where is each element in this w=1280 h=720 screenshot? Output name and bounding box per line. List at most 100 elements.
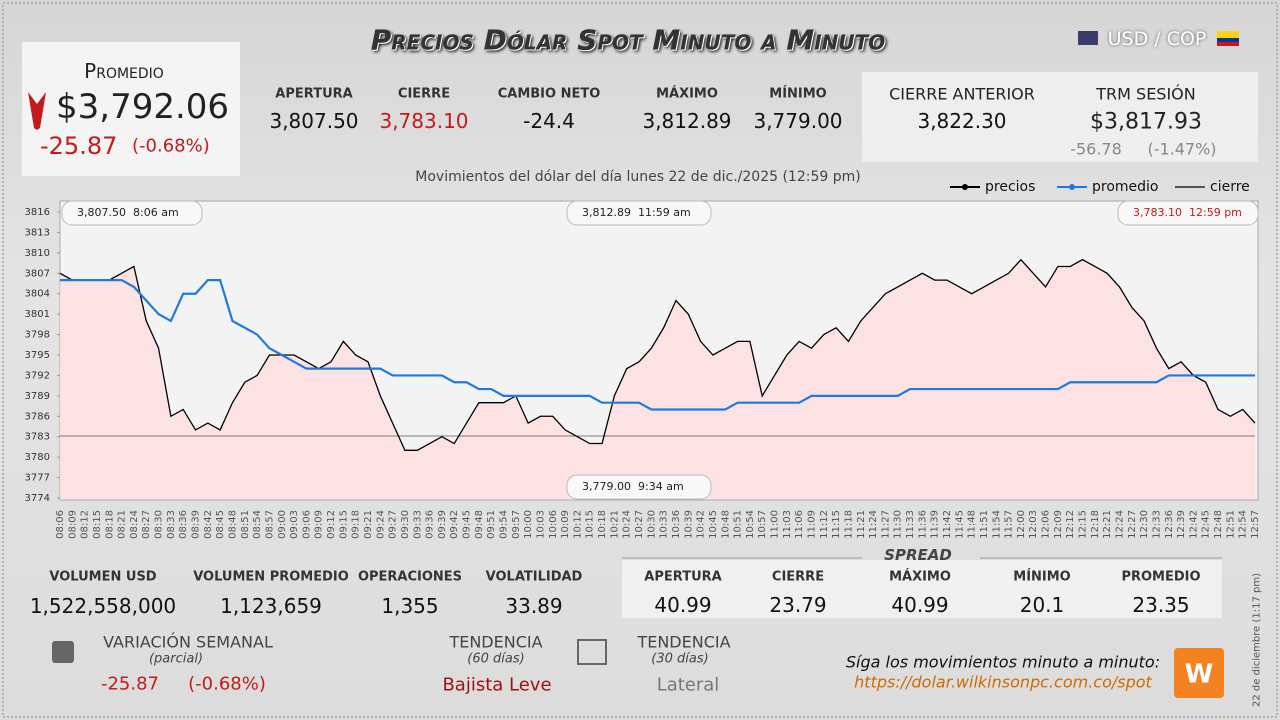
x-tick-label: 08:24	[129, 510, 140, 539]
annotation-value: 3,783.10	[1133, 206, 1182, 219]
spread-label: MÁXIMO	[889, 569, 951, 585]
y-tick-label: 3801	[25, 309, 50, 320]
x-tick-label: 10:48	[720, 510, 731, 539]
x-tick-label: 09:06	[301, 510, 312, 539]
series-line	[59, 258, 1256, 451]
y-tick-label: 3798	[25, 330, 50, 341]
x-tick-label: 08:06	[55, 510, 66, 539]
stat-label: CIERRE	[397, 86, 451, 102]
x-tick-label: 12:03	[1028, 510, 1039, 539]
y-tick-label: 3807	[25, 268, 50, 279]
x-tick-label: 09:21	[363, 510, 374, 539]
stat-value: 3,783.10	[379, 109, 469, 133]
x-tick-label: 10:12	[572, 510, 583, 539]
co-flag-blue	[1217, 38, 1239, 42]
stat-value: 3,807.50	[269, 109, 359, 133]
x-tick-label: 11:42	[942, 510, 953, 539]
trend-note: (60 días)	[467, 651, 525, 667]
x-tick-label: 08:27	[141, 510, 152, 539]
x-tick-label: 11:06	[794, 510, 805, 539]
spread-title: Spread	[884, 546, 952, 564]
x-tick-label: 09:57	[511, 510, 522, 539]
stat-label: CAMBIO NETO	[497, 86, 601, 102]
volume-label: VOLUMEN USD	[49, 569, 157, 585]
trm-change-pct: (-1.47%)	[1147, 139, 1217, 159]
y-tick-label: 3786	[25, 411, 50, 422]
footer-url: https://dolar.wilkinsonpc.com.co/spot	[854, 672, 1152, 692]
x-tick-label: 11:57	[1004, 510, 1015, 539]
spread-value: 23.79	[769, 593, 827, 617]
legend-label: precios	[985, 179, 1035, 195]
summary-price: $3,792.06	[56, 87, 230, 127]
x-tick-label: 09:51	[486, 510, 497, 539]
volume-value: 1,522,558,000	[29, 594, 177, 618]
title: Precios Dólar Spot Minuto a Minuto	[370, 23, 886, 57]
y-tick-label: 3810	[25, 248, 50, 259]
x-tick-label: 11:51	[979, 510, 990, 539]
y-tick-label: 3783	[25, 432, 50, 443]
x-tick-label: 10:27	[634, 510, 645, 539]
stat-value: 3,779.00	[753, 109, 843, 133]
x-tick-label: 12:27	[1127, 510, 1138, 539]
x-tick-label: 10:09	[560, 510, 571, 539]
x-tick-label: 09:27	[388, 510, 399, 539]
spread-label: APERTURA	[644, 569, 722, 585]
annotation-box	[61, 200, 203, 226]
trend-value: Lateral	[656, 674, 720, 696]
pair: USD / COP	[1107, 28, 1207, 50]
spread-label: PROMEDIO	[1121, 569, 1201, 585]
x-tick-label: 10:03	[535, 510, 546, 539]
summary-change: -25.87	[40, 132, 118, 160]
spread-panel	[622, 560, 1222, 618]
x-tick-label: 09:03	[289, 510, 300, 539]
annotation-time: 12:59 pm	[1189, 206, 1242, 219]
x-tick-label: 08:45	[215, 510, 226, 539]
x-tick-label: 12:36	[1164, 510, 1175, 539]
weekly-note: (parcial)	[148, 651, 204, 667]
volume-label: VOLUMEN PROMEDIO	[193, 569, 349, 585]
x-tick-label: 11:33	[905, 510, 916, 539]
x-tick-label: 08:30	[154, 510, 165, 539]
x-tick-label: 11:12	[819, 510, 830, 539]
chart-icon	[577, 639, 607, 665]
weekly-change-pct: (-0.68%)	[188, 673, 266, 695]
y-tick-label: 3792	[25, 370, 50, 381]
y-tick-label: 3777	[25, 473, 50, 484]
legend-label: promedio	[1092, 179, 1159, 195]
x-tick-label: 10:00	[523, 510, 534, 539]
x-tick-label: 10:30	[646, 510, 657, 539]
x-tick-label: 08:39	[191, 510, 202, 539]
legend-dot	[962, 184, 968, 190]
x-tick-label: 08:12	[80, 510, 91, 539]
x-tick-label: 12:06	[1041, 510, 1052, 539]
x-tick-label: 09:15	[338, 510, 349, 539]
x-tick-label: 08:21	[117, 510, 128, 539]
x-tick-label: 10:51	[733, 510, 744, 539]
x-tick-label: 09:12	[326, 510, 337, 539]
previous-panel	[862, 72, 1258, 162]
trm-label: TRM SESIÓN	[1096, 84, 1196, 104]
x-tick-label: 08:48	[227, 510, 238, 539]
x-tick-label: 11:24	[868, 510, 879, 539]
x-tick-label: 09:39	[437, 510, 448, 539]
x-tick-label: 10:36	[671, 510, 682, 539]
trend-label: TENDENCIA	[449, 632, 543, 652]
x-tick-label: 11:03	[782, 510, 793, 539]
legend-label: cierre	[1210, 179, 1250, 195]
annotation-value: 3,812.89	[582, 206, 631, 219]
x-tick-label: 12:39	[1176, 510, 1187, 539]
stat-label: APERTURA	[275, 86, 353, 102]
trm-change: -56.78	[1070, 139, 1122, 159]
stat-value: -24.4	[523, 109, 575, 133]
previous-value: 3,822.30	[917, 109, 1007, 133]
x-tick-label: 08:09	[67, 510, 78, 539]
x-tick-label: 10:24	[622, 510, 633, 539]
annotation-time: 9:34 am	[638, 480, 684, 493]
x-tick-label: 11:36	[917, 510, 928, 539]
volume-value: 1,123,659	[220, 594, 322, 618]
x-tick-label: 10:45	[708, 510, 719, 539]
y-tick-label: 3795	[25, 350, 50, 361]
x-tick-label: 09:48	[474, 510, 485, 539]
x-tick-label: 10:57	[757, 510, 768, 539]
